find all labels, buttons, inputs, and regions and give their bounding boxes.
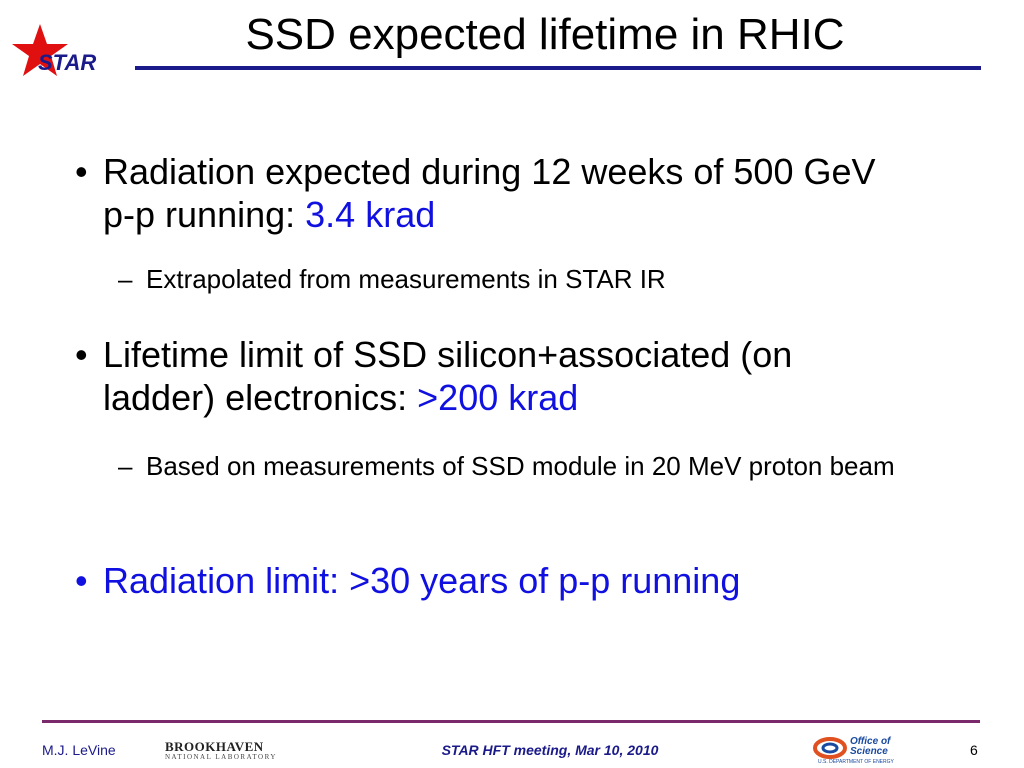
bullet-text: Lifetime limit of SSD silicon+associated… [103, 334, 793, 418]
sub-text: Based on measurements of SSD module in 2… [146, 451, 895, 481]
doe-text: Office of Science [850, 736, 891, 757]
bullet-highlight: >200 krad [417, 377, 579, 418]
sub-bullet: – Based on measurements of SSD module in … [118, 448, 938, 484]
doe-icon [813, 737, 847, 759]
footer-meeting: STAR HFT meeting, Mar 10, 2010 [441, 742, 659, 758]
doe-sub: U.S. DEPARTMENT OF ENERGY [818, 759, 894, 765]
bullet: • Lifetime limit of SSD silicon+associate… [75, 334, 793, 418]
bullet-highlight: 3.4 krad [305, 194, 436, 235]
bullet-highlight: Radiation limit: >30 years of p-p runnin… [103, 560, 741, 601]
slide-title: SSD expected lifetime in RHIC [245, 10, 845, 59]
bullet: • Radiation limit: >30 years of p-p runni… [75, 559, 915, 602]
bullet: • Radiation expected during 12 weeks of 5… [75, 151, 876, 235]
footer-author: M.J. LeVine [42, 742, 116, 758]
title-rule [135, 66, 981, 70]
sub-text: Extrapolated from measurements in STAR I… [146, 264, 666, 294]
lab-logo: BROOKHAVEN [165, 739, 264, 754]
bullet-text: Radiation expected during 12 weeks of 50… [103, 151, 876, 235]
lab-sub: NATIONAL LABORATORY [165, 753, 277, 761]
logo-text: STAR [38, 50, 97, 75]
sub-bullet: – Extrapolated from measurements in STAR … [118, 261, 938, 297]
footer-rule [42, 720, 980, 723]
star-icon [12, 24, 68, 76]
page-number: 6 [970, 742, 978, 758]
